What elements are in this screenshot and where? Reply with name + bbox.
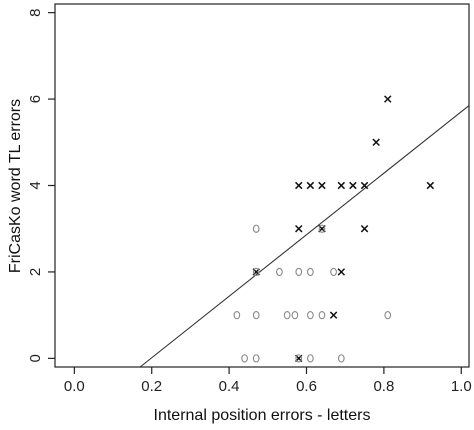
circle-point (252, 224, 260, 233)
cross-point (318, 181, 326, 190)
circle-point (337, 354, 345, 363)
cross-point (329, 311, 338, 319)
circle-point (252, 354, 260, 363)
cross-point (295, 181, 303, 190)
circle-point (252, 310, 260, 320)
circle-point (307, 267, 314, 277)
x-axis-title: Internal position errors - letters (154, 407, 371, 424)
x-tick-label: 0.2 (141, 378, 162, 395)
circle-point (318, 224, 326, 233)
circle-point (241, 354, 248, 363)
regression-line (139, 105, 470, 368)
circle-point (283, 310, 291, 320)
plot-frame (54, 3, 470, 368)
circle-point (252, 267, 260, 277)
cross-point (426, 181, 435, 190)
cross-point (337, 268, 346, 276)
cross-point (349, 181, 357, 190)
circle-point (330, 267, 337, 277)
y-axis-title: FriCasKo word TL errors (7, 99, 24, 273)
data-points (233, 95, 435, 363)
y-tick-label: 4 (27, 181, 44, 189)
cross-point (360, 181, 369, 190)
regression-line-group (139, 105, 470, 368)
cross-point (372, 138, 380, 147)
circle-point (318, 310, 326, 320)
circle-point (384, 310, 392, 320)
y-axis: 0 2 4 6 8 (27, 8, 55, 363)
x-tick-label: 0.0 (64, 378, 85, 395)
x-tick-label: 1.0 (451, 378, 472, 395)
cross-point (337, 181, 346, 190)
y-tick-label: 2 (27, 268, 44, 276)
circle-point (276, 267, 283, 277)
y-tick-label: 0 (27, 354, 44, 362)
circle-point (307, 310, 314, 320)
cross-point (295, 224, 303, 233)
y-tick-label: 6 (27, 95, 44, 103)
cross-point (306, 181, 315, 190)
circle-point (295, 267, 303, 277)
circle-point (291, 310, 299, 320)
x-tick-label: 0.4 (219, 378, 240, 395)
circle-point (307, 354, 314, 363)
cross-point (384, 95, 392, 103)
x-tick-label: 0.8 (373, 378, 394, 395)
circle-point (295, 354, 303, 363)
y-tick-label: 8 (27, 8, 44, 16)
cross-point (360, 224, 369, 233)
x-axis: 0.0 0.2 0.4 0.6 0.8 1.0 (64, 367, 472, 395)
x-tick-label: 0.6 (296, 378, 317, 395)
circle-point (233, 310, 241, 320)
